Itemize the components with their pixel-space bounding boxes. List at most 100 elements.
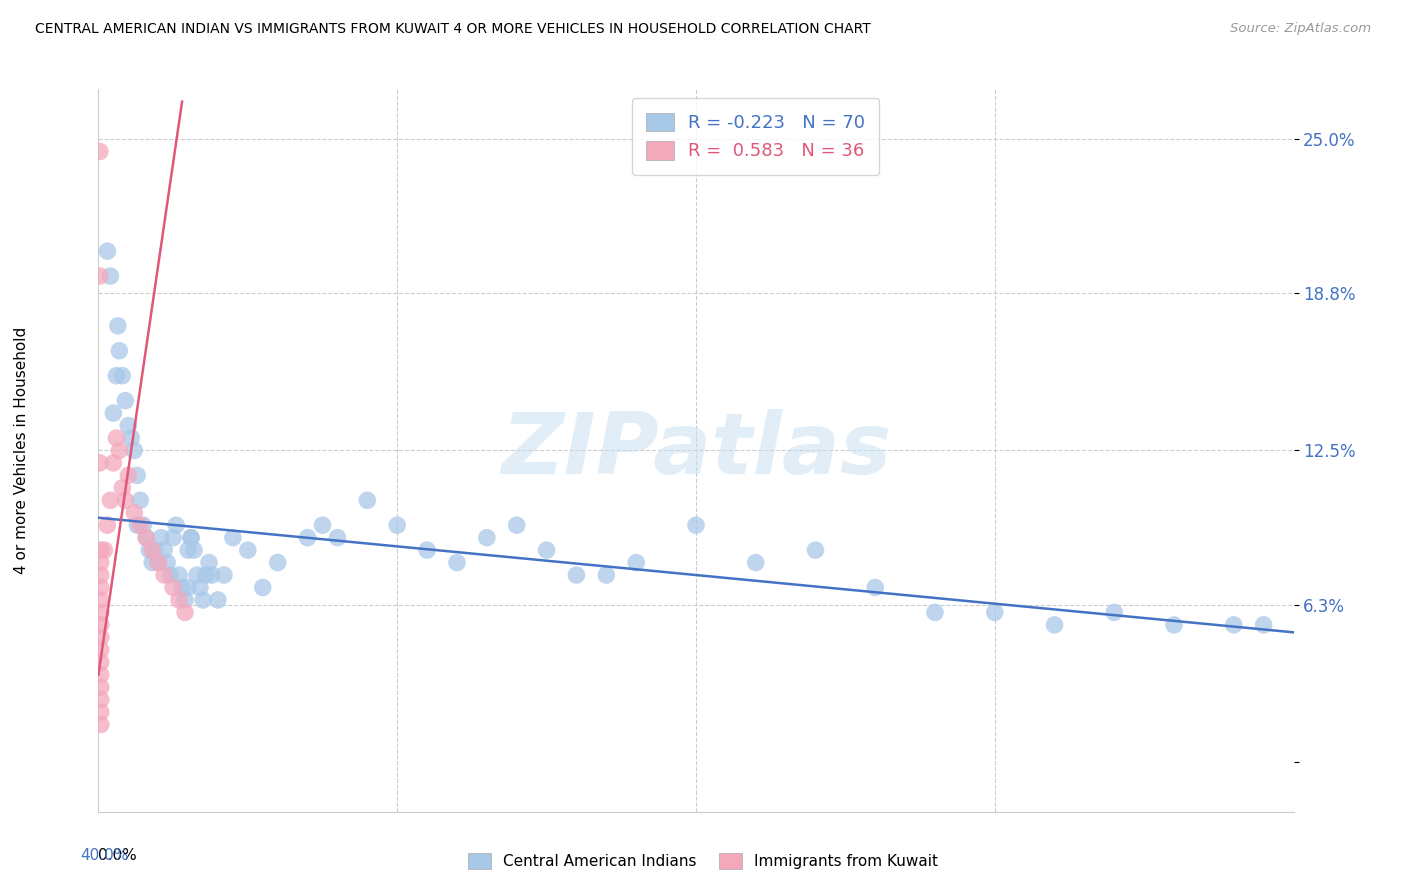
Point bbox=[356, 493, 378, 508]
Point bbox=[90, 581, 112, 595]
Text: Source: ZipAtlas.com: Source: ZipAtlas.com bbox=[1230, 22, 1371, 36]
Point bbox=[177, 543, 200, 558]
Point bbox=[103, 406, 125, 420]
Point bbox=[124, 506, 146, 520]
Point bbox=[111, 481, 134, 495]
Point bbox=[89, 145, 111, 159]
Point bbox=[188, 581, 211, 595]
Point bbox=[124, 443, 146, 458]
Point bbox=[252, 581, 274, 595]
Point bbox=[90, 717, 112, 731]
Point bbox=[174, 606, 197, 620]
Point bbox=[105, 368, 128, 383]
Point bbox=[416, 543, 439, 558]
Point bbox=[90, 692, 112, 706]
Point bbox=[90, 705, 112, 719]
Point bbox=[1253, 618, 1275, 632]
Point bbox=[1223, 618, 1246, 632]
Point bbox=[90, 543, 112, 558]
Point bbox=[195, 568, 218, 582]
Point bbox=[236, 543, 259, 558]
Point bbox=[135, 531, 157, 545]
Point bbox=[90, 642, 112, 657]
Point bbox=[127, 468, 149, 483]
Point bbox=[138, 543, 160, 558]
Point bbox=[90, 667, 112, 681]
Point bbox=[177, 581, 200, 595]
Point bbox=[89, 456, 111, 470]
Point bbox=[90, 680, 112, 694]
Point bbox=[150, 531, 173, 545]
Point bbox=[90, 618, 112, 632]
Point bbox=[183, 543, 205, 558]
Point bbox=[114, 393, 136, 408]
Point bbox=[132, 518, 155, 533]
Point bbox=[148, 556, 170, 570]
Point bbox=[506, 518, 529, 533]
Point bbox=[595, 568, 617, 582]
Point bbox=[167, 568, 190, 582]
Point bbox=[1104, 606, 1126, 620]
Point bbox=[90, 655, 112, 669]
Text: 0.0%: 0.0% bbox=[98, 847, 138, 863]
Point bbox=[96, 518, 118, 533]
Point bbox=[90, 630, 112, 644]
Point bbox=[90, 556, 112, 570]
Point bbox=[148, 556, 170, 570]
Point bbox=[103, 456, 125, 470]
Text: ZIPatlas: ZIPatlas bbox=[501, 409, 891, 492]
Point bbox=[207, 593, 229, 607]
Point bbox=[117, 468, 139, 483]
Point bbox=[159, 568, 181, 582]
Point bbox=[107, 318, 129, 333]
Legend: Central American Indians, Immigrants from Kuwait: Central American Indians, Immigrants fro… bbox=[461, 847, 945, 875]
Point bbox=[191, 593, 214, 607]
Point bbox=[105, 431, 128, 445]
Point bbox=[475, 531, 498, 545]
Point bbox=[120, 431, 142, 445]
Point bbox=[311, 518, 333, 533]
Point bbox=[186, 568, 208, 582]
Point bbox=[201, 568, 224, 582]
Point bbox=[90, 593, 112, 607]
Point bbox=[98, 268, 122, 283]
Point bbox=[153, 568, 176, 582]
Y-axis label: 4 or more Vehicles in Household: 4 or more Vehicles in Household bbox=[14, 326, 30, 574]
Point bbox=[89, 268, 111, 283]
Legend: R = -0.223   N = 70, R =  0.583   N = 36: R = -0.223 N = 70, R = 0.583 N = 36 bbox=[633, 98, 879, 175]
Point bbox=[108, 443, 131, 458]
Point bbox=[127, 518, 149, 533]
Point bbox=[114, 493, 136, 508]
Point bbox=[385, 518, 409, 533]
Point bbox=[984, 606, 1007, 620]
Point bbox=[90, 568, 112, 582]
Point bbox=[96, 244, 118, 259]
Point bbox=[222, 531, 245, 545]
Point bbox=[162, 581, 184, 595]
Point bbox=[135, 531, 157, 545]
Point bbox=[108, 343, 131, 358]
Point bbox=[129, 518, 152, 533]
Point bbox=[141, 556, 163, 570]
Point bbox=[198, 556, 221, 570]
Point bbox=[536, 543, 558, 558]
Point bbox=[156, 556, 179, 570]
Point bbox=[172, 581, 194, 595]
Point bbox=[685, 518, 707, 533]
Point bbox=[141, 543, 163, 558]
Point bbox=[98, 493, 122, 508]
Point bbox=[924, 606, 946, 620]
Point bbox=[93, 543, 115, 558]
Point bbox=[1043, 618, 1066, 632]
Point bbox=[804, 543, 827, 558]
Point bbox=[1163, 618, 1185, 632]
Point bbox=[165, 518, 187, 533]
Point bbox=[180, 531, 202, 545]
Point bbox=[446, 556, 468, 570]
Point bbox=[111, 368, 134, 383]
Point bbox=[745, 556, 768, 570]
Text: 40.0%: 40.0% bbox=[80, 847, 128, 863]
Point bbox=[90, 606, 112, 620]
Point bbox=[129, 493, 152, 508]
Point bbox=[326, 531, 349, 545]
